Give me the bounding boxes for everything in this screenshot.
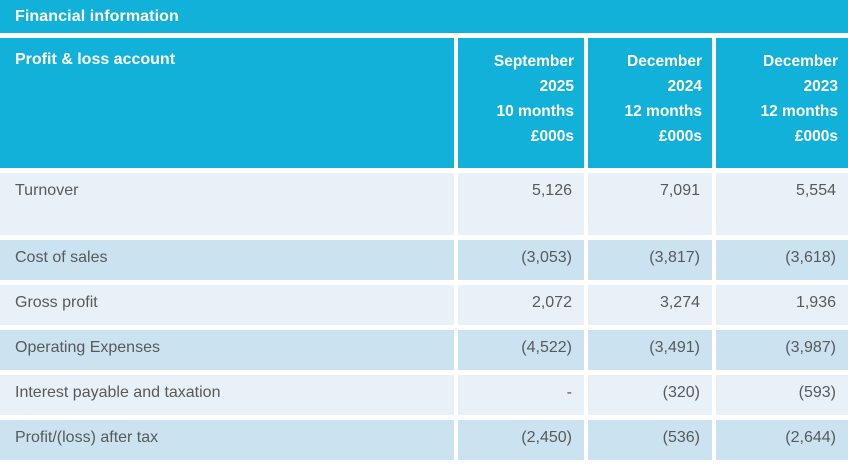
value-turnover-col1: 5,126 [458, 173, 584, 235]
value-turnover-col3: 5,554 [716, 173, 848, 235]
row-label-interest-payable: Interest payable and taxation [0, 375, 454, 415]
value-gross-profit-col3: 1,936 [716, 285, 848, 325]
column-header-line: 12 months [624, 103, 702, 120]
value-interest-payable-col3: (593) [716, 375, 848, 415]
column-header-line: December [763, 53, 838, 70]
column-header-line: £000s [658, 128, 702, 145]
value-turnover-col2: 7,091 [588, 173, 712, 235]
value-operating-expenses-col2: (3,491) [588, 330, 712, 370]
value-operating-expenses-col1: (4,522) [458, 330, 584, 370]
column-header-december-2023: December 2023 12 months £000s [716, 38, 848, 168]
column-header-line: 2025 [539, 78, 574, 95]
profit-loss-table: Profit & loss account September 2025 10 … [0, 38, 848, 460]
column-header-september-2025: September 2025 10 months £000s [458, 38, 584, 168]
column-header-december-2024: December 2024 12 months £000s [588, 38, 712, 168]
value-cost-of-sales-col2: (3,817) [588, 240, 712, 280]
value-profit-after-tax-col1: (2,450) [458, 420, 584, 460]
value-profit-after-tax-col2: (536) [588, 420, 712, 460]
value-interest-payable-col2: (320) [588, 375, 712, 415]
column-header-line: 12 months [760, 103, 838, 120]
value-gross-profit-col2: 3,274 [588, 285, 712, 325]
column-header-line: £000s [530, 128, 574, 145]
value-operating-expenses-col3: (3,987) [716, 330, 848, 370]
column-header-line: 10 months [496, 103, 574, 120]
panel-title-bar: Financial information [0, 0, 848, 33]
value-interest-payable-col1: - [458, 375, 584, 415]
panel-title: Financial information [15, 7, 179, 25]
row-label-turnover: Turnover [0, 173, 454, 235]
value-cost-of-sales-col1: (3,053) [458, 240, 584, 280]
value-cost-of-sales-col3: (3,618) [716, 240, 848, 280]
row-label-cost-of-sales: Cost of sales [0, 240, 454, 280]
row-label-gross-profit: Gross profit [0, 285, 454, 325]
row-label-operating-expenses: Operating Expenses [0, 330, 454, 370]
column-header-line: December [627, 53, 702, 70]
value-profit-after-tax-col3: (2,644) [716, 420, 848, 460]
column-header-line: £000s [794, 128, 838, 145]
table-header-label: Profit & loss account [0, 38, 454, 168]
value-gross-profit-col1: 2,072 [458, 285, 584, 325]
row-label-profit-after-tax: Profit/(loss) after tax [0, 420, 454, 460]
column-header-line: 2023 [803, 78, 838, 95]
column-header-line: September [493, 53, 574, 70]
column-header-line: 2024 [667, 78, 702, 95]
